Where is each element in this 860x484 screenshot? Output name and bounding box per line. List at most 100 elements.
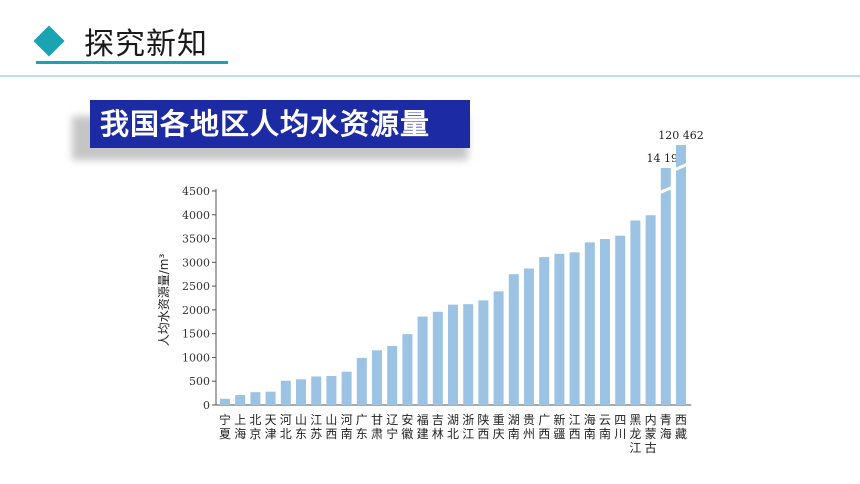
category-label: 重 (493, 413, 505, 427)
chart-title-banner: 我国各地区人均水资源量 (90, 100, 470, 148)
category-label: 新 (553, 412, 565, 427)
bar-天津 (265, 391, 276, 405)
bar-宁夏 (220, 398, 230, 405)
bar-湖北 (448, 304, 458, 405)
axis-break-mark (658, 185, 674, 195)
data-label-青海: 14 190 (647, 152, 686, 165)
bar-陕西 (478, 300, 489, 405)
bar-江西 (569, 252, 580, 405)
category-label: 辽 (386, 413, 398, 427)
y-tick-label: 0 (203, 399, 210, 412)
y-tick-label: 2000 (182, 304, 210, 317)
bar-福建 (417, 316, 428, 405)
category-label: 江 (569, 413, 581, 427)
category-label: 西 (538, 427, 550, 441)
category-label: 疆 (553, 427, 565, 441)
y-tick-label: 4000 (182, 209, 210, 222)
category-label: 夏 (219, 427, 231, 441)
category-label: 林 (432, 427, 444, 441)
bar-新疆 (554, 253, 565, 405)
category-label: 宁 (386, 426, 398, 441)
bar-四川 (615, 235, 626, 405)
category-label: 北 (447, 427, 459, 441)
title-underline (36, 61, 228, 64)
bar-云南 (600, 239, 610, 405)
category-label: 广 (538, 413, 550, 427)
category-label: 山 (325, 413, 337, 427)
category-label: 庆 (493, 427, 505, 441)
category-label: 上 (234, 413, 246, 427)
axis-break-mark (673, 162, 689, 172)
category-label: 广 (356, 413, 368, 427)
data-label-西藏: 120 462 (658, 129, 704, 142)
bar-黑龙江 (630, 220, 641, 405)
category-label: 四 (614, 413, 626, 427)
category-label: 苏 (310, 427, 322, 441)
y-tick-label: 2500 (182, 280, 210, 293)
category-label: 云 (599, 413, 611, 427)
bar-湖南 (508, 274, 519, 405)
bar-青海 (660, 168, 671, 405)
category-label: 肃 (371, 427, 383, 441)
category-label: 安 (401, 412, 413, 427)
bar-江苏 (311, 376, 322, 405)
category-label: 龙 (629, 427, 641, 441)
bar-重庆 (493, 291, 504, 405)
category-label: 南 (341, 426, 353, 441)
bar-山东 (296, 379, 306, 405)
bar-山西 (326, 375, 337, 405)
category-label: 西 (477, 427, 489, 441)
bar-辽宁 (387, 346, 398, 405)
category-label: 建 (417, 427, 429, 441)
category-label: 南 (584, 426, 596, 441)
category-label: 津 (265, 427, 277, 441)
category-label: 州 (523, 427, 535, 441)
bar-上海 (235, 395, 246, 405)
category-label: 南 (508, 426, 520, 441)
category-label: 东 (356, 427, 368, 441)
y-tick-label: 3500 (182, 233, 210, 246)
category-label: 湖 (447, 412, 459, 427)
category-label: 吉 (432, 413, 444, 427)
bar-河北 (280, 380, 291, 405)
category-label: 北 (249, 413, 261, 427)
category-label: 东 (295, 427, 307, 441)
bar-广东 (356, 357, 367, 405)
bar-海南 (584, 242, 595, 405)
category-label: 海 (234, 426, 246, 441)
category-label: 京 (249, 427, 261, 441)
category-label: 南 (599, 426, 611, 441)
category-label: 黑 (629, 413, 641, 427)
bar-贵州 (524, 268, 534, 405)
y-tick-label: 4500 (182, 185, 210, 198)
category-label: 内 (645, 413, 657, 427)
category-label: 浙 (462, 413, 474, 427)
bar-西藏 (676, 145, 686, 405)
category-label: 河 (280, 413, 292, 427)
category-label: 北 (280, 427, 292, 441)
category-label: 天 (265, 413, 277, 427)
bar-内蒙古 (645, 215, 656, 405)
category-label: 西 (675, 413, 687, 427)
category-label: 江 (462, 427, 474, 441)
y-axis-label: 人均水资源量/m³ (157, 254, 171, 347)
y-tick-label: 3000 (182, 256, 210, 269)
y-tick-label: 1000 (182, 351, 210, 364)
category-label: 古 (645, 440, 657, 455)
category-label: 青 (660, 413, 672, 427)
y-tick-label: 500 (189, 375, 210, 388)
category-label: 西 (569, 427, 581, 441)
y-tick-label: 1500 (182, 328, 210, 341)
bar-安徽 (402, 334, 413, 405)
category-label: 宁 (219, 412, 231, 427)
header-divider (0, 75, 860, 77)
category-label: 陕 (477, 412, 489, 427)
category-label: 藏 (675, 427, 687, 441)
category-label: 湖 (508, 412, 520, 427)
bar-甘肃 (372, 350, 382, 405)
bar-河南 (341, 371, 352, 405)
category-label: 江 (629, 441, 641, 455)
category-label: 山 (295, 413, 307, 427)
category-label: 徽 (401, 426, 413, 441)
